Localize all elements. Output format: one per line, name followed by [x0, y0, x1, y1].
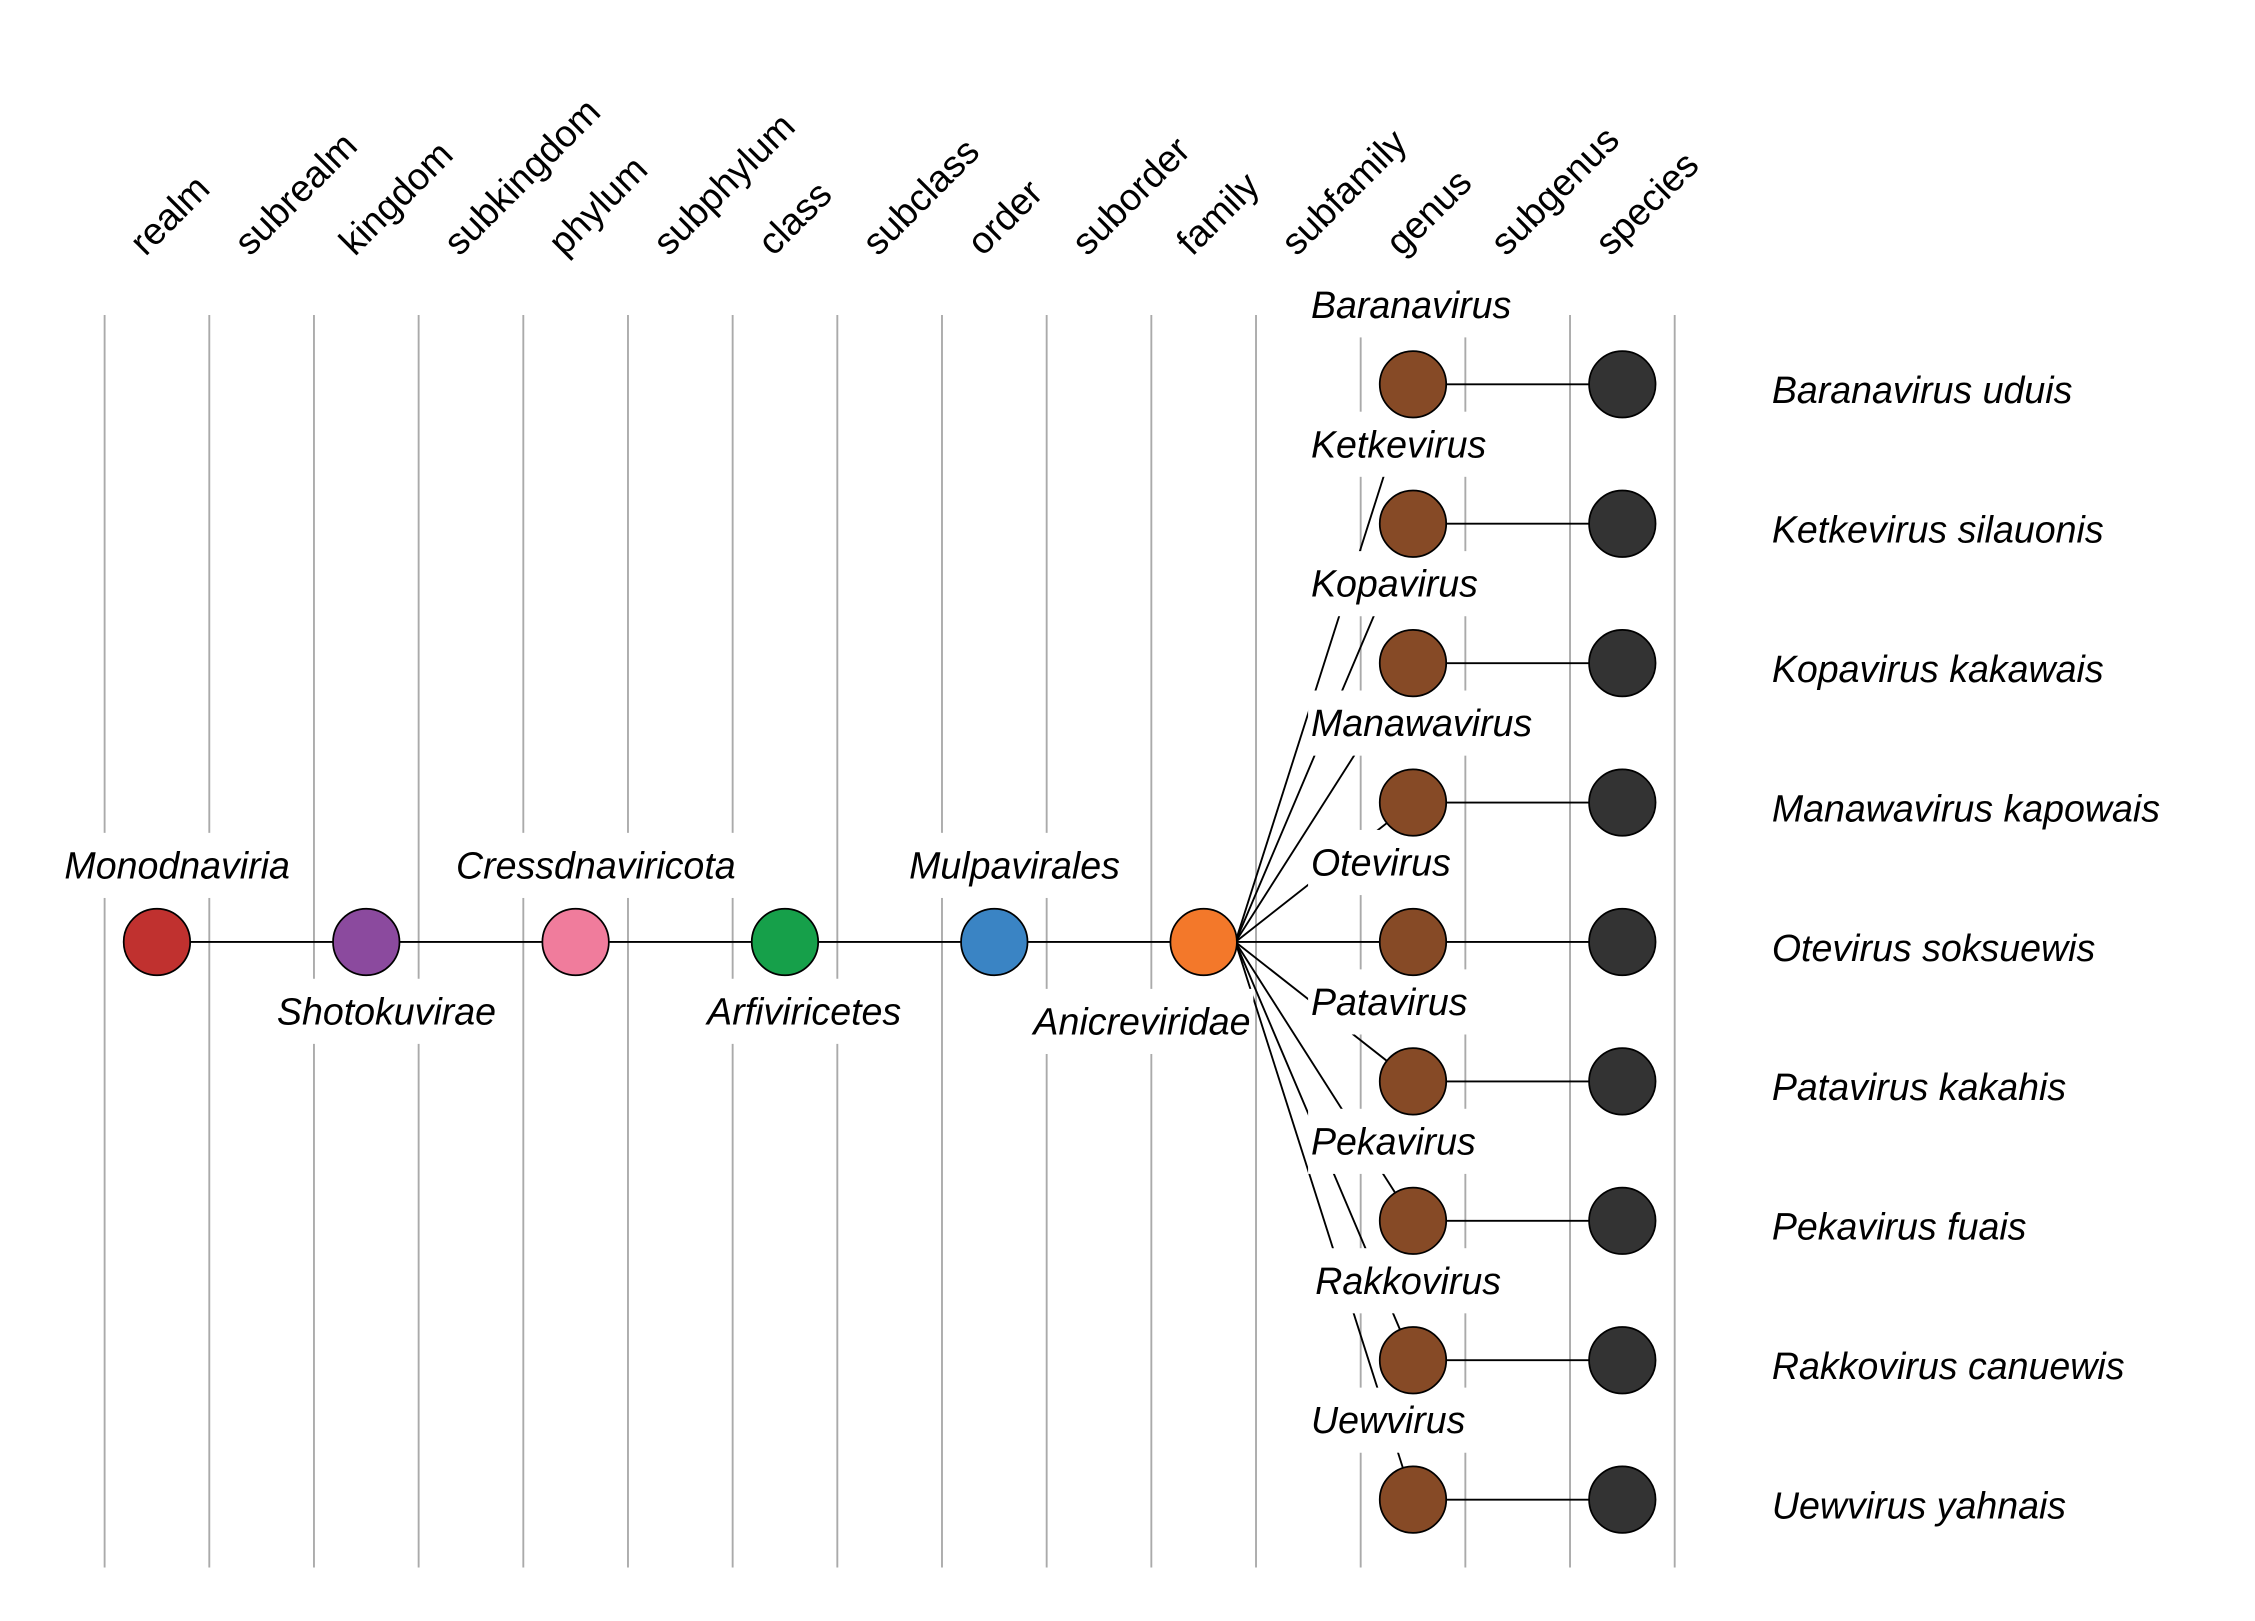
node-species: [1588, 1186, 1657, 1255]
taxon-label-text: Anicreviridae: [1031, 1000, 1250, 1042]
taxon-label: Monodnaviria: [61, 832, 293, 898]
node-genus: [1378, 1465, 1448, 1534]
genus-label-text: Baranavirus: [1311, 284, 1511, 326]
rank-label-family: family: [1168, 164, 1267, 263]
genus-label-text: Rakkovirus: [1315, 1260, 1501, 1302]
taxon-label: Cressdnaviricota: [453, 832, 739, 898]
taxon-label: Mulpavirales: [906, 832, 1123, 898]
edge: [1234, 941, 1414, 1222]
species-label: Otevirus soksuewis: [1772, 927, 2095, 969]
genus-label-text: Manawavirus: [1311, 702, 1532, 744]
genus-label: Rakkovirus: [1312, 1248, 1504, 1314]
node-species: [1588, 1326, 1657, 1395]
genus-label-text: Pekavirus: [1311, 1120, 1476, 1162]
genus-label: Otevirus: [1308, 829, 1454, 896]
node-genus: [1378, 1326, 1448, 1395]
taxon-label-text: Monodnaviria: [64, 844, 289, 886]
genus-label: Baranavirus: [1308, 272, 1515, 338]
nodes: [122, 350, 1657, 1534]
node-species: [1588, 629, 1657, 698]
genus-label: Pekavirus: [1308, 1108, 1479, 1174]
genus-label: Ketkevirus: [1308, 411, 1490, 477]
taxon-label: Shotokuvirae: [274, 978, 499, 1044]
species-label: Rakkovirus canuewis: [1772, 1345, 2125, 1387]
rank-label-realm: realm: [121, 167, 217, 263]
node-phylum: [541, 907, 610, 977]
node-labels: Monodnaviria Shotokuvirae Cressdnaviricota…: [61, 272, 2160, 1526]
node-class: [750, 907, 820, 977]
node-genus: [1378, 768, 1448, 837]
node-kingdom: [332, 907, 401, 977]
species-label: Ketkevirus silauonis: [1772, 509, 2104, 551]
taxon-label-text: Arfiviricetes: [705, 990, 901, 1032]
node-species: [1588, 350, 1657, 419]
node-order: [960, 907, 1029, 977]
node-genus: [1378, 1047, 1448, 1116]
species-label: Manawavirus kapowais: [1772, 787, 2160, 829]
genus-label-text: Otevirus: [1311, 842, 1451, 884]
genus-label: Patavirus: [1308, 969, 1471, 1035]
genus-label-text: Uewvirus: [1311, 1399, 1465, 1441]
genus-label: Manawavirus: [1308, 690, 1536, 756]
genus-label-text: Patavirus: [1311, 981, 1468, 1023]
node-species: [1588, 1047, 1657, 1116]
node-genus: [1378, 907, 1448, 977]
rank-label-genus: genus: [1377, 161, 1479, 263]
node-genus: [1378, 629, 1448, 698]
rank-label-class: class: [749, 173, 839, 263]
species-label: Pekavirus fuais: [1772, 1206, 2027, 1248]
node-genus: [1378, 489, 1448, 558]
node-genus: [1378, 350, 1448, 419]
genus-label-text: Kopavirus: [1311, 563, 1478, 605]
species-label: Baranavirus uduis: [1772, 369, 2073, 411]
taxon-label-text: Mulpavirales: [909, 844, 1120, 886]
node-genus: [1378, 1186, 1448, 1255]
species-label: Kopavirus kakawais: [1772, 648, 2104, 690]
species-label: Uewvirus yahnais: [1772, 1484, 2066, 1526]
genus-label-text: Ketkevirus: [1311, 423, 1486, 465]
rank-label-order: order: [959, 171, 1051, 263]
edge: [1234, 384, 1414, 943]
taxon-label: Arfiviricetes: [702, 978, 905, 1044]
genus-label: Kopavirus: [1308, 551, 1481, 617]
species-label: Patavirus kakahis: [1772, 1066, 2066, 1108]
genus-label: Uewvirus: [1308, 1387, 1469, 1453]
rank-labels: realm subrealmkingdomsubkingdomphylumsubp…: [121, 90, 1706, 263]
node-species: [1588, 1465, 1657, 1534]
node-species: [1588, 907, 1657, 977]
node-species: [1588, 768, 1657, 837]
node-realm: [122, 907, 192, 977]
node-species: [1588, 489, 1657, 558]
taxon-label-text: Cressdnaviricota: [456, 844, 736, 886]
taxon-label: Anicreviridae: [1028, 988, 1254, 1054]
taxon-label-text: Shotokuvirae: [277, 990, 496, 1032]
node-family: [1169, 907, 1238, 977]
